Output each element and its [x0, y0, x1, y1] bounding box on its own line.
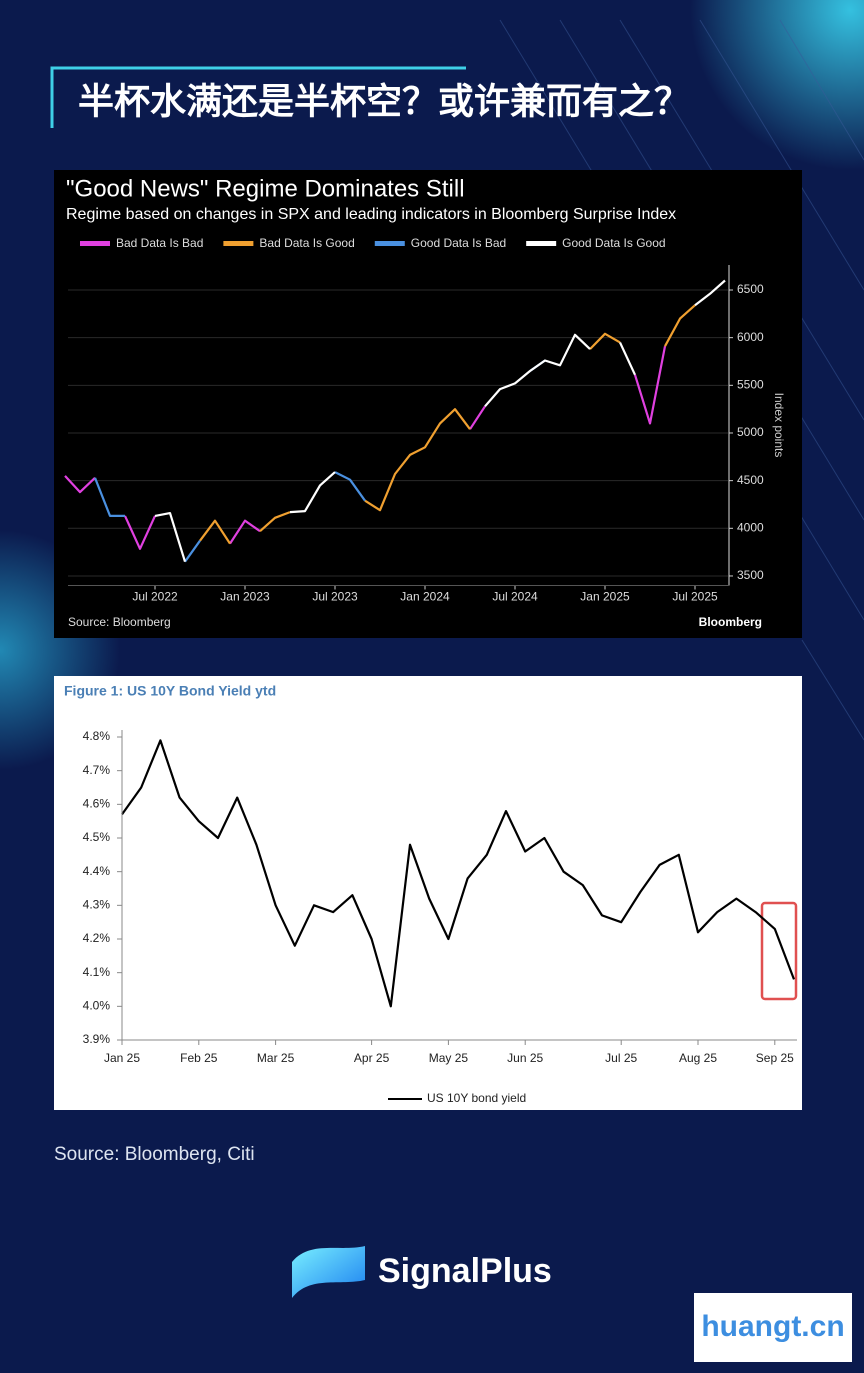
source: Source: Bloomberg, Citi	[54, 1144, 255, 1165]
x-tick-label: Jan 2025	[580, 590, 630, 604]
legend-label: Bad Data Is Bad	[116, 236, 203, 250]
line	[154, 279, 726, 563]
page-title: 半杯水满还是半杯空？或许兼而有之？	[78, 81, 690, 122]
y-tick-label: 4.3%	[83, 898, 111, 912]
y-tick-label: 4.7%	[83, 763, 111, 777]
x-tick-label: Jan 25	[104, 1051, 140, 1065]
y-axis-label: Index points	[772, 393, 786, 458]
legend-label: Good Data Is Bad	[411, 236, 506, 250]
watermark-box	[694, 1293, 852, 1362]
y-tick-label: 4500	[737, 473, 764, 487]
legend-label: Good Data Is Good	[562, 236, 665, 250]
x-tick-label: Jul 2022	[132, 590, 178, 604]
x-tick-label: Jul 2025	[672, 590, 718, 604]
y-tick-label: 3500	[737, 568, 764, 582]
y-tick-label: 6000	[737, 330, 764, 344]
y-tick-label: 6500	[737, 282, 764, 296]
decor-lines	[499, 19, 864, 741]
x-tick-label: Jul 2024	[492, 590, 538, 604]
x-tick-label: May 25	[429, 1051, 469, 1065]
y-tick-label: 4.0%	[83, 999, 111, 1013]
highlight-box	[760, 901, 798, 1001]
line	[199, 304, 696, 545]
brand: SignalPlus	[378, 1252, 552, 1290]
x-tick-label: Jul 2023	[312, 590, 358, 604]
x-tick-label: Sep 25	[756, 1051, 794, 1065]
legend-swatch	[526, 241, 557, 246]
legend-label: Bad Data Is Good	[259, 236, 354, 250]
y-tick-label: 4.4%	[83, 864, 111, 878]
legend-swatch	[223, 241, 254, 246]
line	[64, 345, 667, 550]
y-tick-label: 5500	[737, 377, 764, 391]
chart-title: Figure 1: US 10Y Bond Yield ytd	[64, 683, 276, 699]
chart-source: Source: Bloomberg	[68, 615, 171, 629]
y-tick-label: 4.2%	[83, 931, 111, 945]
logo-icon	[292, 1246, 365, 1298]
x-tick-label: Apr 25	[354, 1051, 390, 1065]
legend-swatch	[374, 241, 405, 246]
y-tick-label: 4.6%	[83, 797, 111, 811]
chart-title: "Good News" Regime Dominates Still	[66, 175, 465, 202]
x-tick-label: Mar 25	[257, 1051, 295, 1065]
x-tick-label: Aug 25	[679, 1051, 717, 1065]
y-tick-label: 3.9%	[83, 1032, 111, 1046]
y-tick-label: 4.8%	[83, 729, 111, 743]
y-tick-label: 4.1%	[83, 965, 111, 979]
y-tick-label: 5000	[737, 425, 764, 439]
x-tick-label: Feb 25	[180, 1051, 218, 1065]
title-frame	[50, 66, 466, 128]
line	[121, 739, 796, 1008]
x-tick-label: Jan 2023	[220, 590, 270, 604]
watermark: huangt.cn	[701, 1310, 844, 1343]
x-tick-label: Jun 25	[507, 1051, 543, 1065]
line	[93, 359, 546, 563]
x-tick-label: Jan 2024	[400, 590, 450, 604]
chart-subtitle: Regime based on changes in SPX and leadi…	[66, 206, 676, 223]
chart-panel	[54, 170, 802, 638]
y-tick-label: 4.5%	[83, 830, 111, 844]
y-tick-label: 4000	[737, 520, 764, 534]
chart-brand: Bloomberg	[699, 615, 762, 629]
legend-label: US 10Y bond yield	[427, 1091, 526, 1105]
x-tick-label: Jul 25	[605, 1051, 637, 1065]
legend-swatch	[80, 241, 110, 246]
